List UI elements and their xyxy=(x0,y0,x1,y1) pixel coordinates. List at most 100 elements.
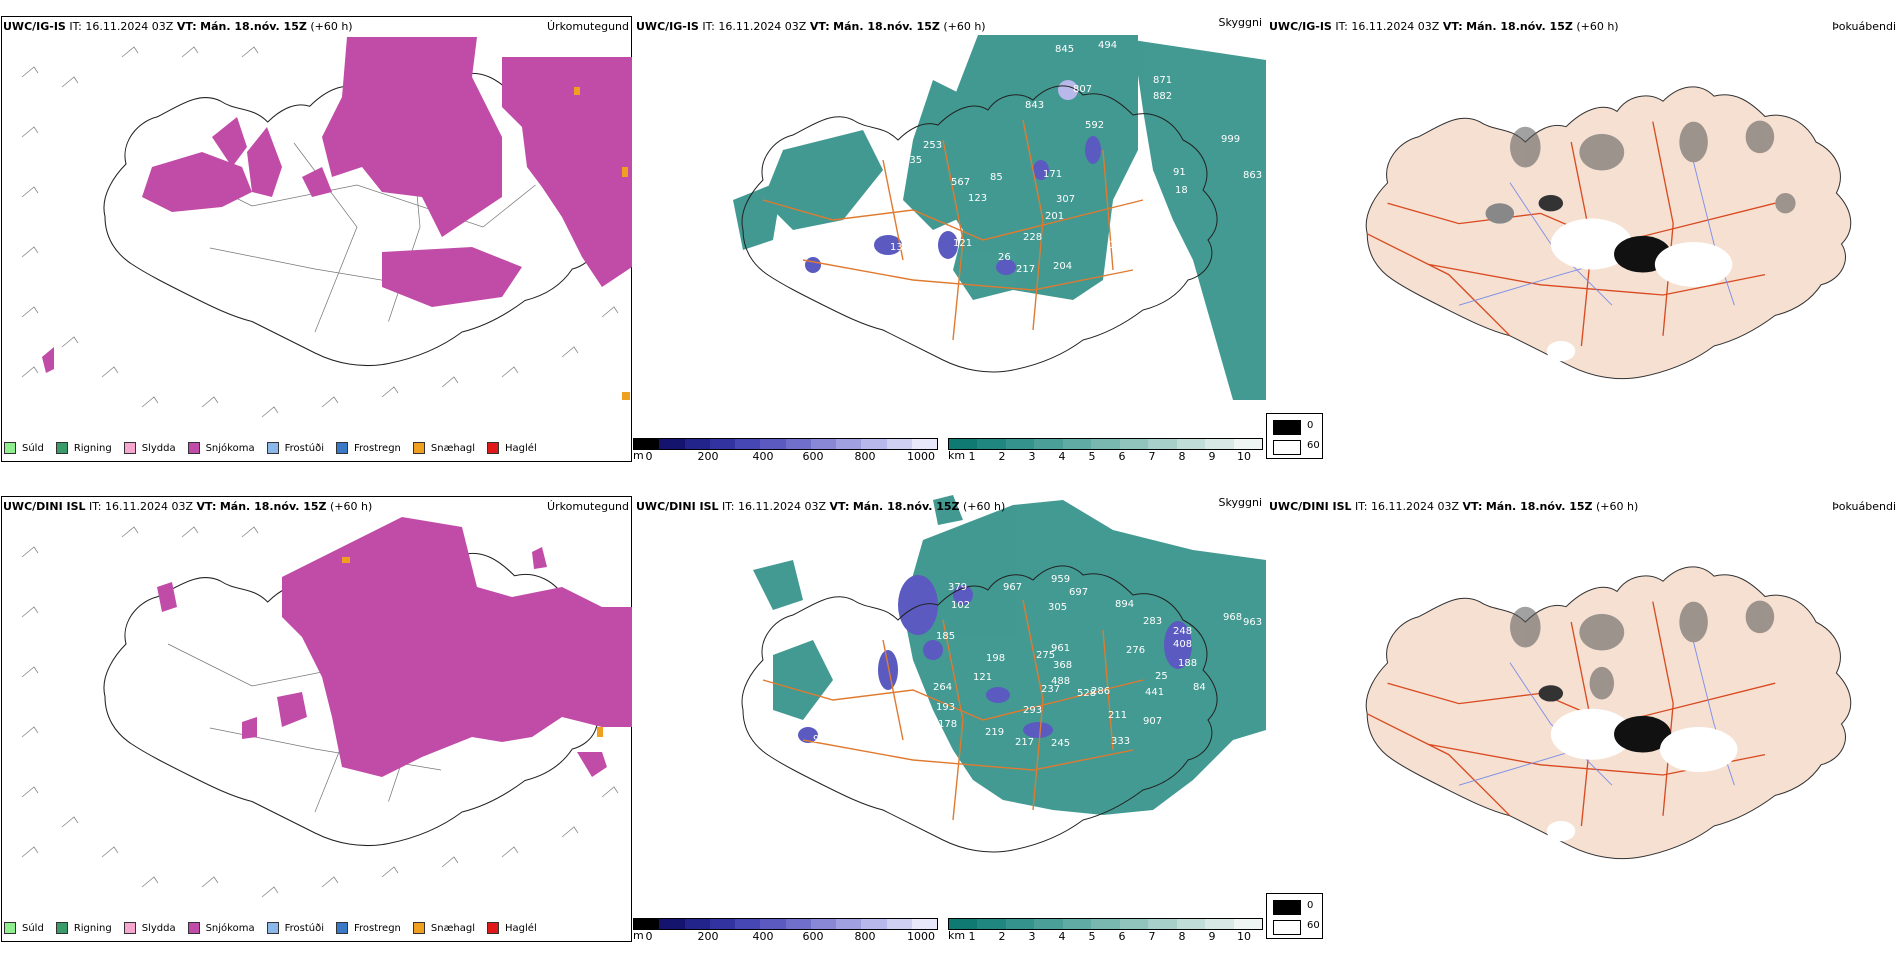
cloud-base-spots xyxy=(798,575,1192,743)
tick-label: 400 xyxy=(752,930,774,943)
cloud-base-value: 85 xyxy=(990,172,1003,183)
legend-item: Haglél xyxy=(487,922,537,934)
legend-swatch xyxy=(412,922,425,934)
cloud-base-value: 217 xyxy=(1015,737,1034,748)
cloud-base-value: 193 xyxy=(936,702,955,713)
cloud-base-value: 408 xyxy=(1173,639,1192,650)
cloud-base-value: 959 xyxy=(1051,574,1070,585)
tick-label: 2 xyxy=(998,450,1006,463)
visibility-colorbar: 1 2 3 4 5 6 7 8 9 10 km xyxy=(948,438,1263,463)
panel-header: UWC/IG-IS IT: 16.11.2024 03Z VT: Mán. 18… xyxy=(1269,20,1619,33)
cloud-base-value: 26 xyxy=(998,252,1011,263)
cloud-base-value: 102 xyxy=(951,600,970,611)
tick-label: 4 xyxy=(1058,450,1066,463)
cloud-base-value: 293 xyxy=(1023,705,1042,716)
tick-label: 1000 xyxy=(907,450,935,463)
cloud-base-value: 201 xyxy=(1045,211,1064,222)
cloud-base-value: 968 xyxy=(1223,612,1242,623)
tick-label: 800 xyxy=(854,450,876,463)
lead-time: (+60 h) xyxy=(963,500,1006,513)
cloud-base-value: 111 xyxy=(861,712,880,723)
tick-label: 7 xyxy=(1148,450,1156,463)
cloud-base-value: 121 xyxy=(973,672,992,683)
legend-item: Frostregn xyxy=(336,922,401,934)
cloud-base-value: 333 xyxy=(1111,736,1130,747)
model-name: UWC/DINI ISL xyxy=(1269,500,1352,513)
vt-value: Mán. 18.nóv. 15Z xyxy=(1485,500,1593,513)
model-name: UWC/IG-IS xyxy=(636,20,699,33)
tick-label: 7 xyxy=(1148,930,1156,943)
cloud-base-value: 219 xyxy=(985,727,1004,738)
cloud-base-value: 843 xyxy=(1025,100,1044,111)
fog-swatch xyxy=(1273,920,1301,935)
fog-swatch xyxy=(1273,420,1301,435)
model-name: UWC/DINI ISL xyxy=(3,500,86,513)
legend-item: Slydda xyxy=(123,922,176,934)
cloud-base-value: 567 xyxy=(951,177,970,188)
tick-label: 4 xyxy=(1058,930,1066,943)
it-value: 16.11.2024 03Z xyxy=(105,500,194,513)
vt-value: Mán. 18.nóv. 15Z xyxy=(833,20,940,33)
colorbar-swatches xyxy=(948,918,1263,930)
vt-value: Mán. 18.nóv. 15Z xyxy=(200,20,307,33)
cloud-base-value: 807 xyxy=(1073,84,1092,95)
tick-label: 8 xyxy=(1178,450,1186,463)
fog-legend: 0 60 xyxy=(1266,893,1323,939)
it-label: IT: xyxy=(722,500,735,513)
cloud-base-value: 963 xyxy=(1243,617,1262,628)
panel-header: UWC/IG-IS IT: 16.11.2024 03Z VT: Mán. 18… xyxy=(636,20,986,33)
legend-label: Snjókoma xyxy=(205,922,255,934)
cloud-base-value: 967 xyxy=(1003,582,1022,593)
legend-item: Snæhagl xyxy=(412,442,475,454)
cloud-visibility-map: 379 967 959 697 894 968 963 102 305 283 … xyxy=(741,495,1266,853)
tick-label: 5 xyxy=(1088,930,1096,943)
panel-title: Skyggni xyxy=(1218,496,1262,509)
cloud-base-value: 237 xyxy=(1041,684,1060,695)
forecast-row-ig-is: UWC/IG-IS IT: 16.11.2024 03Z VT: Mán. 18… xyxy=(0,0,1900,475)
cloud-base-value: 894 xyxy=(1115,599,1134,610)
colorbar-unit: km xyxy=(948,929,966,942)
fog-legend-label: 0 xyxy=(1307,900,1314,911)
panel-header: UWC/DINI ISL IT: 16.11.2024 03Z VT: Mán.… xyxy=(636,500,1005,513)
vt-label: VT: xyxy=(809,20,830,33)
legend-label: Slydda xyxy=(141,922,176,934)
panel-header: UWC/IG-IS IT: 16.11.2024 03Z VT: Mán. 18… xyxy=(3,20,353,33)
model-name: UWC/IG-IS xyxy=(1269,20,1332,33)
tick-label: 3 xyxy=(1028,450,1036,463)
colorbar-ticks: 1 2 3 4 5 6 7 8 9 10 xyxy=(948,930,1263,943)
panel-title: Þokuábendi xyxy=(1832,20,1896,33)
legend-label: Slydda xyxy=(141,442,176,454)
fog-index-map xyxy=(1365,566,1852,860)
it-label: IT: xyxy=(89,500,102,513)
legend-item: Rigning xyxy=(55,442,112,454)
cloud-base-value: 178 xyxy=(938,719,957,730)
cloud-base-value: 92 xyxy=(813,734,826,745)
vt-label: VT: xyxy=(829,500,850,513)
cloud-base-value: 276 xyxy=(1126,645,1145,656)
legend-swatch xyxy=(123,922,136,934)
cloud-base-value: 228 xyxy=(1023,232,1042,243)
legend-item: Snæhagl xyxy=(412,922,475,934)
precip-type-map xyxy=(21,37,632,418)
cloud-base-value: 123 xyxy=(968,193,987,204)
legend-swatch xyxy=(336,442,348,454)
fog-index-map xyxy=(1365,86,1852,380)
tick-label: 9 xyxy=(1208,930,1216,943)
lead-time: (+60 h) xyxy=(330,500,373,513)
tick-label: 200 xyxy=(697,930,719,943)
cloud-base-value: 245 xyxy=(1051,738,1070,749)
legend-swatch xyxy=(336,922,348,934)
legend-item: Súld xyxy=(4,442,44,454)
legend-swatch xyxy=(412,442,425,454)
precip-type-map-frame xyxy=(1,16,632,462)
legend-swatch xyxy=(55,442,68,454)
lead-time: (+60 h) xyxy=(1596,500,1639,513)
legend-swatch xyxy=(187,922,200,934)
tick-label: 10 xyxy=(1237,930,1251,943)
cloud-base-value: 91 xyxy=(1173,167,1186,178)
cloud-base-value: 845 xyxy=(1055,44,1074,55)
tick-label: 600 xyxy=(802,930,824,943)
model-name: UWC/DINI ISL xyxy=(636,500,719,513)
legend-item: Snjókoma xyxy=(187,922,255,934)
tick-label: 5 xyxy=(1088,450,1096,463)
